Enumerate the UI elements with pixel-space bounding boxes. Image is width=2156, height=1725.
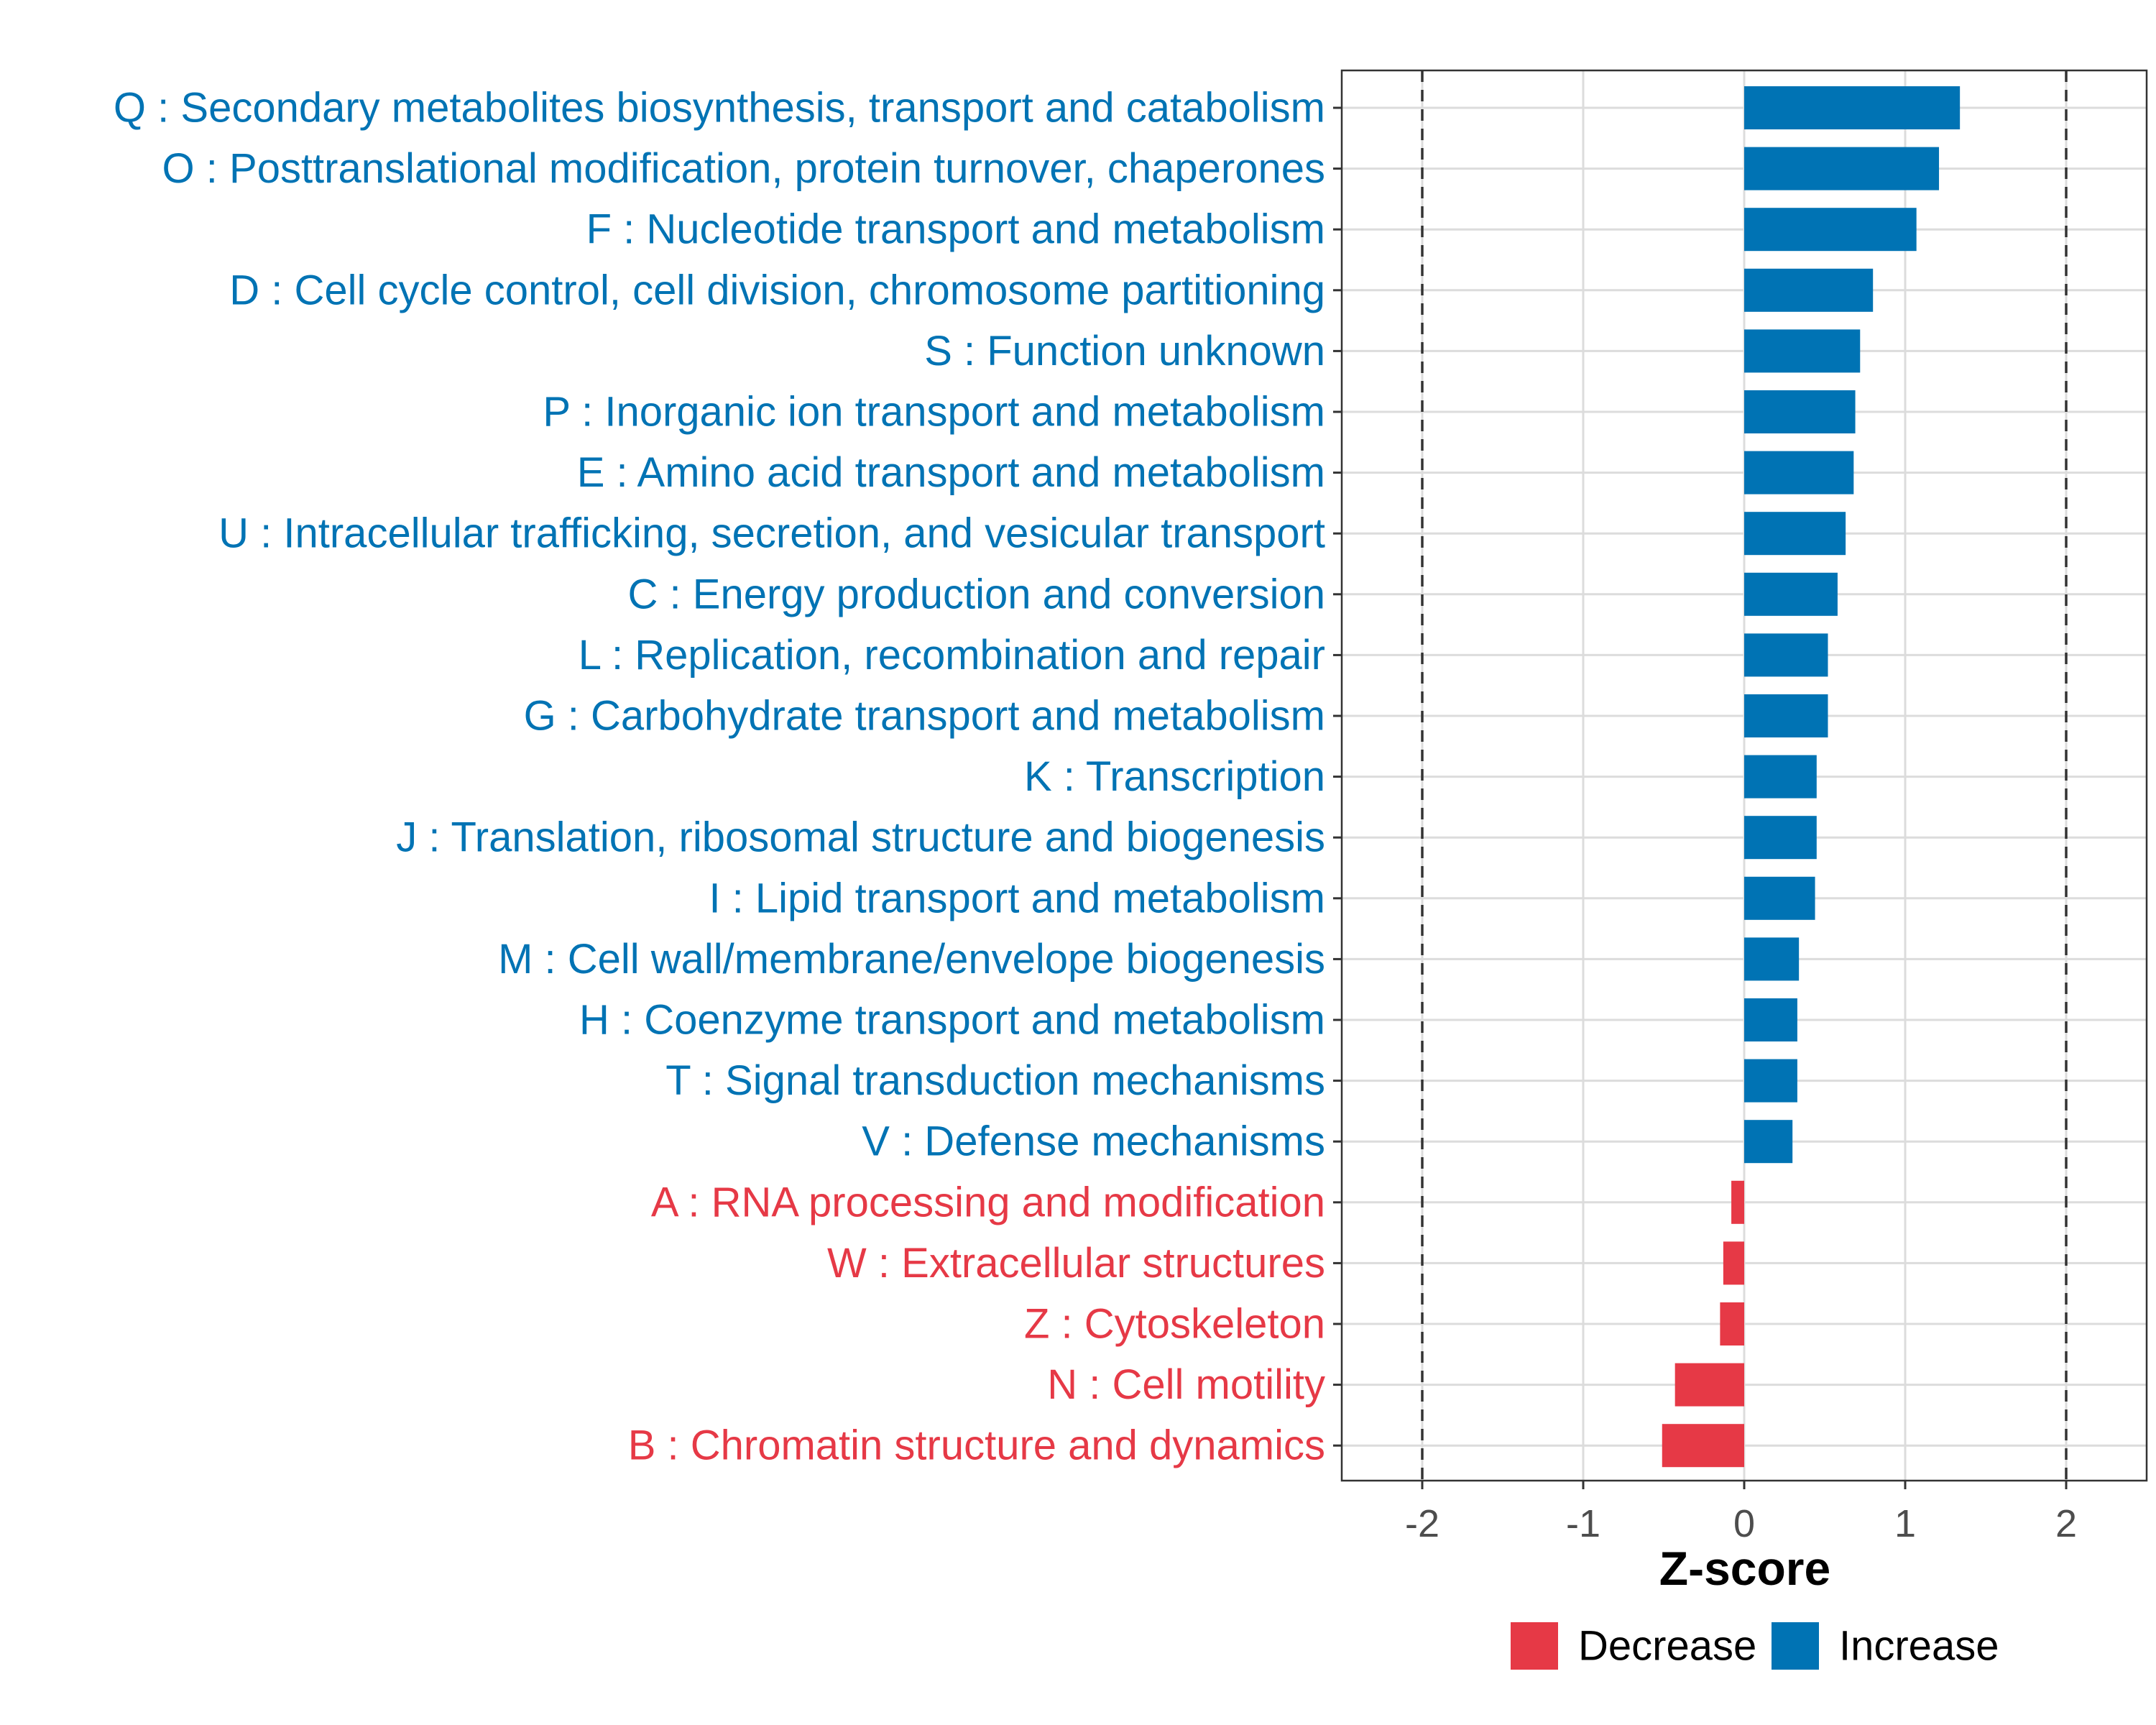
bar-s <box>1744 329 1861 373</box>
bar-z <box>1720 1302 1744 1346</box>
category-label: N : Cell motility <box>1047 1361 1325 1408</box>
bar-c <box>1744 572 1838 616</box>
legend-key <box>1772 1622 1819 1670</box>
category-label: Q : Secondary metabolites biosynthesis, … <box>114 85 1325 132</box>
bar-a <box>1731 1180 1744 1224</box>
bar-m <box>1744 937 1800 981</box>
category-label: H : Coenzyme transport and metabolism <box>579 997 1325 1044</box>
y-axis-ticks <box>1333 106 1342 1447</box>
bar-k <box>1744 755 1817 799</box>
legend-item-decrease: Decrease <box>1511 1622 1756 1670</box>
category-label: L : Replication, recombination and repai… <box>579 632 1325 678</box>
category-label: G : Carbohydrate transport and metabolis… <box>524 693 1325 740</box>
category-labels: Q : Secondary metabolites biosynthesis, … <box>114 85 1325 1469</box>
legend-key <box>1511 1622 1558 1670</box>
x-tick-label: 2 <box>2055 1502 2077 1545</box>
x-tick-label: -2 <box>1405 1502 1439 1545</box>
bar-e <box>1744 451 1854 494</box>
bar-q <box>1744 86 1961 129</box>
legend-item-increase: Increase <box>1772 1622 1999 1670</box>
bar-l <box>1744 633 1828 677</box>
category-label: K : Transcription <box>1024 753 1325 800</box>
x-tick-label: 1 <box>1894 1502 1916 1545</box>
legend-label: Increase <box>1839 1623 1999 1670</box>
legend: Decrease Increase <box>1511 1622 1999 1670</box>
category-label: P : Inorganic ion transport and metaboli… <box>543 389 1325 436</box>
category-label: A : RNA processing and modification <box>651 1179 1325 1225</box>
category-label: U : Intracellular trafficking, secretion… <box>218 510 1325 557</box>
bar-j <box>1744 816 1817 860</box>
category-label: B : Chromatin structure and dynamics <box>628 1422 1325 1469</box>
category-label: O : Posttranslational modification, prot… <box>162 145 1325 192</box>
x-tick-label: -1 <box>1566 1502 1600 1545</box>
category-label: C : Energy production and conversion <box>628 571 1325 617</box>
bar-g <box>1744 694 1828 737</box>
bar-o <box>1744 147 1940 190</box>
category-label: S : Function unknown <box>924 328 1325 374</box>
bar-b <box>1662 1424 1744 1468</box>
bar-u <box>1744 512 1846 556</box>
bar-d <box>1744 268 1874 312</box>
bar-i <box>1744 876 1815 920</box>
category-label: E : Amino acid transport and metabolism <box>577 449 1325 496</box>
x-axis-title: Z-score <box>1659 1542 1830 1595</box>
bar-t <box>1744 1059 1797 1103</box>
category-label: J : Translation, ribosomal structure and… <box>396 814 1325 861</box>
bar-n <box>1674 1363 1744 1407</box>
category-label: W : Extracellular structures <box>827 1240 1325 1287</box>
category-label: I : Lipid transport and metabolism <box>709 875 1325 921</box>
x-axis-ticks: -2 -1 0 1 2 <box>1405 1481 2077 1545</box>
bar-p <box>1744 390 1856 433</box>
bar-layer <box>1662 86 1961 1468</box>
bar-h <box>1744 998 1797 1041</box>
bar-v <box>1744 1120 1793 1164</box>
legend-label: Decrease <box>1578 1623 1756 1670</box>
x-tick-label: 0 <box>1733 1502 1755 1545</box>
category-label: F : Nucleotide transport and metabolism <box>586 206 1325 253</box>
category-label: M : Cell wall/membrane/envelope biogenes… <box>498 936 1325 983</box>
category-label: T : Signal transduction mechanisms <box>665 1057 1325 1104</box>
reference-lines <box>1421 70 2068 1481</box>
category-label: Z : Cytoskeleton <box>1024 1301 1325 1348</box>
category-label: D : Cell cycle control, cell division, c… <box>229 267 1325 313</box>
bar-f <box>1744 208 1917 252</box>
category-label: V : Defense mechanisms <box>862 1118 1325 1165</box>
bar-w <box>1723 1241 1744 1285</box>
